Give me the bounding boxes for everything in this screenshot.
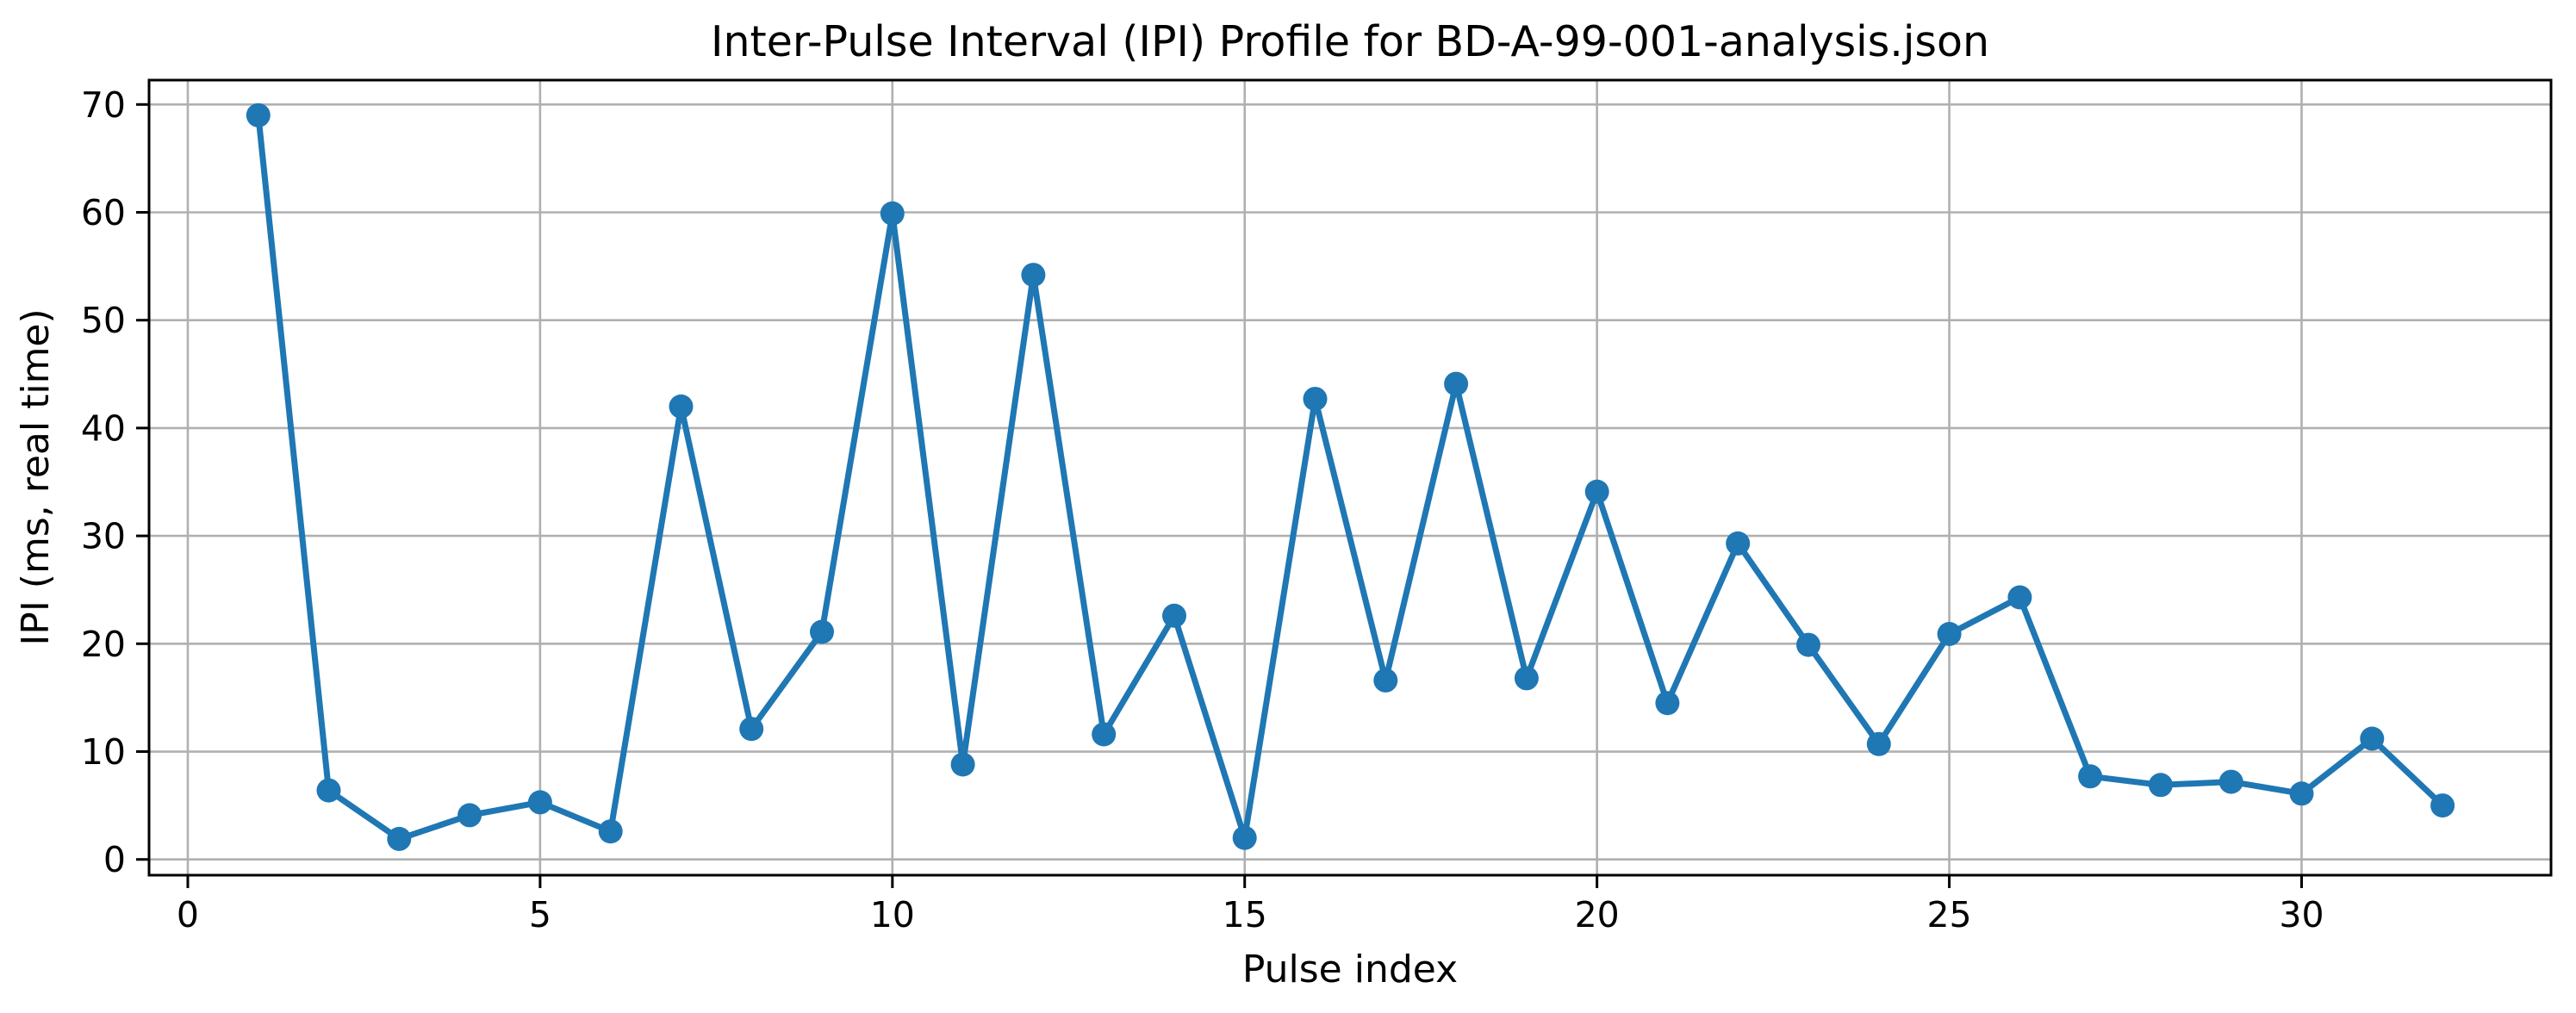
data-point [1937,622,1962,646]
data-point [2007,585,2032,610]
x-tick-label: 10 [870,894,915,935]
data-point [739,717,764,742]
x-tick-label: 30 [2279,894,2324,935]
data-point [246,103,271,127]
y-tick-label: 40 [81,407,126,449]
data-point [1021,263,1046,288]
series-line [255,112,2446,842]
y-tick-label: 60 [81,192,126,233]
y-tick-label: 10 [81,731,126,773]
data-point [2218,769,2243,794]
y-axis-label: IPI (ms, real time) [14,308,58,645]
data-point [950,752,975,777]
axes: 0 5 10 15 20 25 30 0 10 20 30 40 50 60 70 [81,84,2324,935]
x-tick-label: 0 [177,894,199,935]
data-point [810,619,834,644]
chart-title: Inter-Pulse Interval (IPI) Profile for B… [711,17,1989,66]
y-tick-label: 70 [81,84,126,126]
x-tick-label: 15 [1223,894,1267,935]
data-point [669,394,694,419]
x-tick-label: 20 [1575,894,1620,935]
data-point [2148,773,2173,798]
data-point [880,201,905,226]
data-point [1162,603,1186,628]
data-point [1232,825,1257,850]
x-tick-label: 25 [1926,894,1971,935]
data-point [1373,668,1398,693]
data-point [1584,479,1609,504]
data-point [2360,726,2385,751]
data-point [2078,764,2103,789]
data-point [2289,781,2314,806]
data-point [1796,632,1820,657]
x-tick-label: 5 [529,894,551,935]
data-point [316,778,341,803]
x-axis-label: Pulse index [1242,948,1458,991]
y-tick-label: 20 [81,624,126,665]
data-point [2430,793,2455,818]
data-point [387,826,412,851]
y-tick-label: 50 [81,300,126,341]
data-point [1514,666,1539,691]
data-point [598,819,623,844]
data-point [1655,691,1680,716]
plot-frame [147,78,2553,877]
y-tick-label: 0 [103,839,126,880]
y-tick-label: 30 [81,516,126,557]
data-point [1726,531,1751,556]
grid-lines [149,80,2551,875]
data-point [1866,731,1891,756]
data-point [1303,387,1328,412]
data-point [527,790,552,815]
ipi-series [246,103,2455,851]
data-point [1092,722,1117,747]
data-point [457,803,482,828]
data-point [1444,371,1469,396]
